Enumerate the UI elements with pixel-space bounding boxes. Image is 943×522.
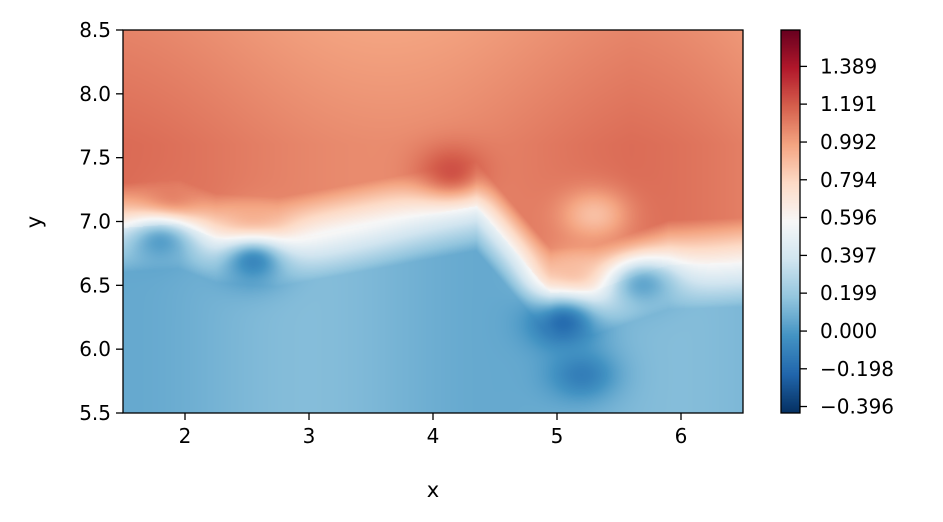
colorbar-tick-label: 1.191 (820, 92, 877, 116)
x-tick-label: 4 (427, 424, 440, 448)
colorbar: 1.389 1.191 0.992 0.794 0.596 0.397 0.199 0.000… (780, 29, 894, 419)
x-tick-label: 6 (675, 424, 688, 448)
colorbar-tick-label: 1.389 (820, 54, 877, 78)
colorbar-gradient (781, 30, 800, 413)
x-tick-label: 3 (303, 424, 316, 448)
plot-area (122, 29, 744, 414)
y-tick-label: 7.5 (79, 146, 111, 170)
colorbar-tick-label: 0.397 (820, 243, 877, 267)
y-tick-label: 5.5 (79, 401, 111, 425)
colorbar-tick-label: −0.198 (820, 357, 894, 381)
colorbar-tick-label: 0.794 (820, 168, 877, 192)
colorbar-tick-label: −0.396 (820, 395, 894, 419)
y-tick-label: 8.5 (79, 18, 111, 42)
y-tick-label: 8.0 (79, 82, 111, 106)
colorbar-tick-label: 0.596 (820, 205, 877, 229)
y-axis-label: y (22, 216, 46, 228)
colorbar-frame (780, 29, 801, 414)
y-tick-label: 7.0 (79, 210, 111, 234)
x-tick-label: 2 (179, 424, 192, 448)
y-tick-label: 6.0 (79, 337, 111, 361)
x-axis-label: x (427, 478, 439, 502)
colorbar-tick-label: 0.992 (820, 130, 877, 154)
colorbar-tick-label: 0.199 (820, 281, 877, 305)
x-axis: 2 3 4 5 6 (179, 413, 688, 448)
x-tick-label: 5 (551, 424, 564, 448)
colorbar-tick-label: 0.000 (820, 319, 877, 343)
heatmap-field (123, 30, 743, 413)
y-tick-label: 6.5 (79, 273, 111, 297)
y-axis: 5.5 6.0 6.5 7.0 7.5 8.0 8.5 (79, 18, 123, 425)
